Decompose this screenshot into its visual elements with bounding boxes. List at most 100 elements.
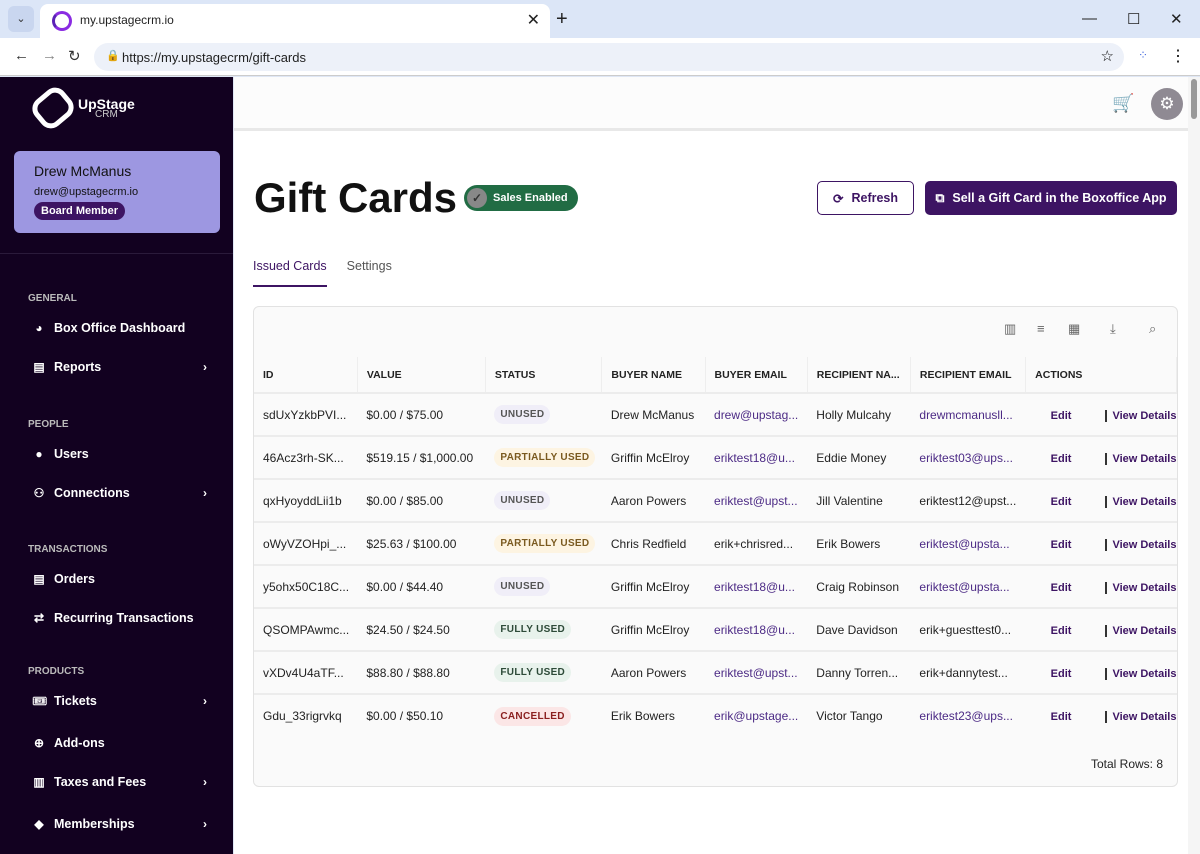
recipient-email[interactable]: eriktest03@ups...	[910, 435, 1026, 479]
sidebar-item-memberships[interactable]: ◆ Memberships ›	[32, 817, 207, 831]
search-icon[interactable]: ⌕	[1149, 321, 1157, 336]
filter-icon[interactable]: ≡	[1037, 321, 1045, 336]
buyer-email[interactable]: erik+chrisred...	[705, 521, 808, 565]
view-details-button[interactable]: View Details	[1105, 711, 1177, 723]
close-tab-icon[interactable]: ✕	[526, 12, 540, 29]
download-icon[interactable]: ⤓	[1110, 321, 1116, 336]
edit-button[interactable]: Edit	[1050, 538, 1072, 551]
recipient-email[interactable]: eriktest12@upst...	[910, 478, 1026, 522]
sidebar-item-taxes-and-fees[interactable]: ▥ Taxes and Fees ›	[32, 775, 207, 789]
recipient-email[interactable]: erik+dannytest...	[910, 650, 1026, 694]
recipient-email[interactable]: drewmcmanusll...	[910, 392, 1026, 436]
buyer-email[interactable]: erik@upstage...	[705, 693, 808, 737]
gear-icon[interactable]: ⚙	[1151, 88, 1183, 120]
view-details-button[interactable]: View Details	[1105, 624, 1177, 637]
column-header[interactable]: STATUS	[485, 357, 603, 393]
edit-button[interactable]: Edit	[1050, 452, 1072, 465]
close-window-icon[interactable]: ✕	[1170, 11, 1183, 28]
back-icon[interactable]: ←	[14, 47, 29, 64]
tab-issued-cards[interactable]: Issued Cards	[253, 259, 327, 287]
buyer-email[interactable]: eriktest@upst...	[705, 478, 808, 522]
logo[interactable]: UpStage CRM	[27, 82, 135, 134]
buyer-email[interactable]: eriktest18@u...	[705, 607, 808, 651]
view-details-button[interactable]: View Details	[1105, 452, 1177, 465]
browser-tab[interactable]: my.upstagecrm.io ✕	[40, 4, 550, 38]
bookmark-star-icon[interactable]: ☆	[1100, 48, 1114, 65]
recipient-email[interactable]: eriktest23@ups...	[910, 693, 1026, 737]
edit-button[interactable]: Edit	[1050, 711, 1072, 723]
edit-button[interactable]: Edit	[1050, 581, 1072, 594]
table-row[interactable]: 46Acz3rh-SK... $519.15 / $1,000.00 PARTIAL…	[254, 435, 1177, 479]
sidebar-item-reports[interactable]: ▤ Reports ›	[32, 360, 207, 374]
column-header[interactable]: RECIPIENT NA...	[807, 357, 911, 393]
view-details-button[interactable]: View Details	[1105, 581, 1177, 594]
column-header[interactable]: VALUE	[357, 357, 486, 393]
recipient-email[interactable]: eriktest@upsta...	[910, 521, 1026, 565]
forward-icon[interactable]: →	[42, 47, 57, 64]
status-cell: UNUSED	[485, 478, 602, 522]
status-badge: UNUSED	[494, 491, 551, 510]
buyer-name: Griffin McElroy	[601, 435, 706, 479]
table-row[interactable]: Gdu_33rigrvkq $0.00 / $50.10 CANCELLED Erik…	[254, 693, 1177, 737]
sidebar-item-recurring-transactions[interactable]: ⇄ Recurring Transactions	[32, 611, 207, 625]
buyer-email[interactable]: eriktest18@u...	[705, 564, 808, 608]
sidebar-item-label: Add-ons	[54, 736, 105, 750]
minimize-icon[interactable]: —	[1082, 10, 1097, 27]
user-card[interactable]: Drew McManus drew@upstagecrm.io Board Me…	[14, 151, 220, 233]
cart-icon[interactable]: 🛒	[1112, 93, 1135, 113]
column-header[interactable]: BUYER NAME	[601, 357, 706, 393]
browser-menu-icon[interactable]: ⋮	[1170, 48, 1186, 65]
sales-enabled-badge[interactable]: ✓ Sales Enabled	[464, 185, 578, 211]
column-header[interactable]: ID	[254, 357, 358, 393]
refresh-button[interactable]: ⟳ Refresh	[817, 181, 914, 215]
reload-icon[interactable]: ↻	[68, 48, 81, 65]
sidebar-item-connections[interactable]: ⚇ Connections ›	[32, 486, 207, 500]
view-details-button[interactable]: View Details	[1105, 409, 1177, 422]
edit-button[interactable]: Edit	[1050, 624, 1072, 637]
sell-gift-card-button[interactable]: ⧉ Sell a Gift Card in the Boxoffice App	[925, 181, 1177, 215]
table-row[interactable]: sdUxYzkbPVI... $0.00 / $75.00 UNUSED Drew M…	[254, 392, 1177, 436]
view-details-button[interactable]: View Details	[1105, 667, 1177, 680]
columns-icon[interactable]: ▥	[1004, 321, 1017, 336]
extension-icon[interactable]: ⁘	[1138, 48, 1149, 62]
column-header[interactable]: ACTIONS	[1025, 357, 1177, 393]
table-row[interactable]: y5ohx50C18C... $0.00 / $44.40 UNUSED Griffi…	[254, 564, 1177, 608]
sidebar-item-box-office-dashboard[interactable]: ◕ Box Office Dashboard	[32, 321, 207, 335]
view-details-button[interactable]: View Details	[1105, 495, 1177, 508]
card-value: $88.80 / $88.80	[357, 650, 486, 694]
table-row[interactable]: QSOMPAwmc... $24.50 / $24.50 FULLY USED Gri…	[254, 607, 1177, 651]
user-circle-icon: ●	[35, 447, 43, 461]
tab-settings[interactable]: Settings	[346, 259, 392, 273]
sidebar-item-tickets[interactable]: 🎟 Tickets ›	[32, 694, 207, 708]
buyer-email[interactable]: eriktest@upst...	[705, 650, 808, 694]
sidebar-item-orders[interactable]: ▤ Orders	[32, 572, 207, 586]
recipient-email[interactable]: erik+guesttest0...	[910, 607, 1026, 651]
section-people: PEOPLE	[28, 419, 69, 430]
recipient-email[interactable]: eriktest@upsta...	[910, 564, 1026, 608]
edit-button[interactable]: Edit	[1050, 667, 1072, 680]
view-details-button[interactable]: View Details	[1105, 538, 1177, 551]
new-tab-icon[interactable]: +	[556, 8, 568, 30]
edit-button[interactable]: Edit	[1050, 409, 1072, 422]
column-header[interactable]: RECIPIENT EMAIL	[910, 357, 1027, 393]
maximize-icon[interactable]: ☐	[1127, 11, 1141, 28]
actions-cell: Edit View Details	[1025, 650, 1177, 694]
chevron-right-icon: ›	[203, 694, 207, 708]
url-field[interactable]: 🔒 https://my.upstagecrm/gift-cards ☆	[94, 43, 1124, 71]
actions-cell: Edit View Details	[1025, 521, 1177, 565]
gift-cards-table: ID VALUE STATUS BUYER NAME BUYER EMAIL RECIPI…	[254, 357, 1177, 737]
scrollbar-thumb[interactable]	[1191, 79, 1197, 119]
column-header[interactable]: BUYER EMAIL	[705, 357, 808, 393]
tab-search-button[interactable]: ⌄	[8, 6, 34, 32]
table-row[interactable]: qxHyoyddLii1b $0.00 / $85.00 UNUSED Aaron P…	[254, 478, 1177, 522]
table-row[interactable]: vXDv4U4aTF... $88.80 / $88.80 FULLY USED Aa…	[254, 650, 1177, 694]
scrollbar[interactable]	[1188, 77, 1200, 854]
density-icon[interactable]: ▦	[1068, 321, 1081, 336]
buyer-email[interactable]: eriktest18@u...	[705, 435, 808, 479]
buyer-email[interactable]: drew@upstag...	[705, 392, 808, 436]
sidebar-item-users[interactable]: ● Users	[32, 447, 207, 461]
edit-button[interactable]: Edit	[1050, 495, 1072, 508]
table-row[interactable]: oWyVZOHpi_... $25.63 / $100.00 PARTIALLY U…	[254, 521, 1177, 565]
sidebar-item-add-ons[interactable]: ⊕ Add-ons	[32, 736, 207, 750]
card-value: $0.00 / $44.40	[357, 564, 486, 608]
